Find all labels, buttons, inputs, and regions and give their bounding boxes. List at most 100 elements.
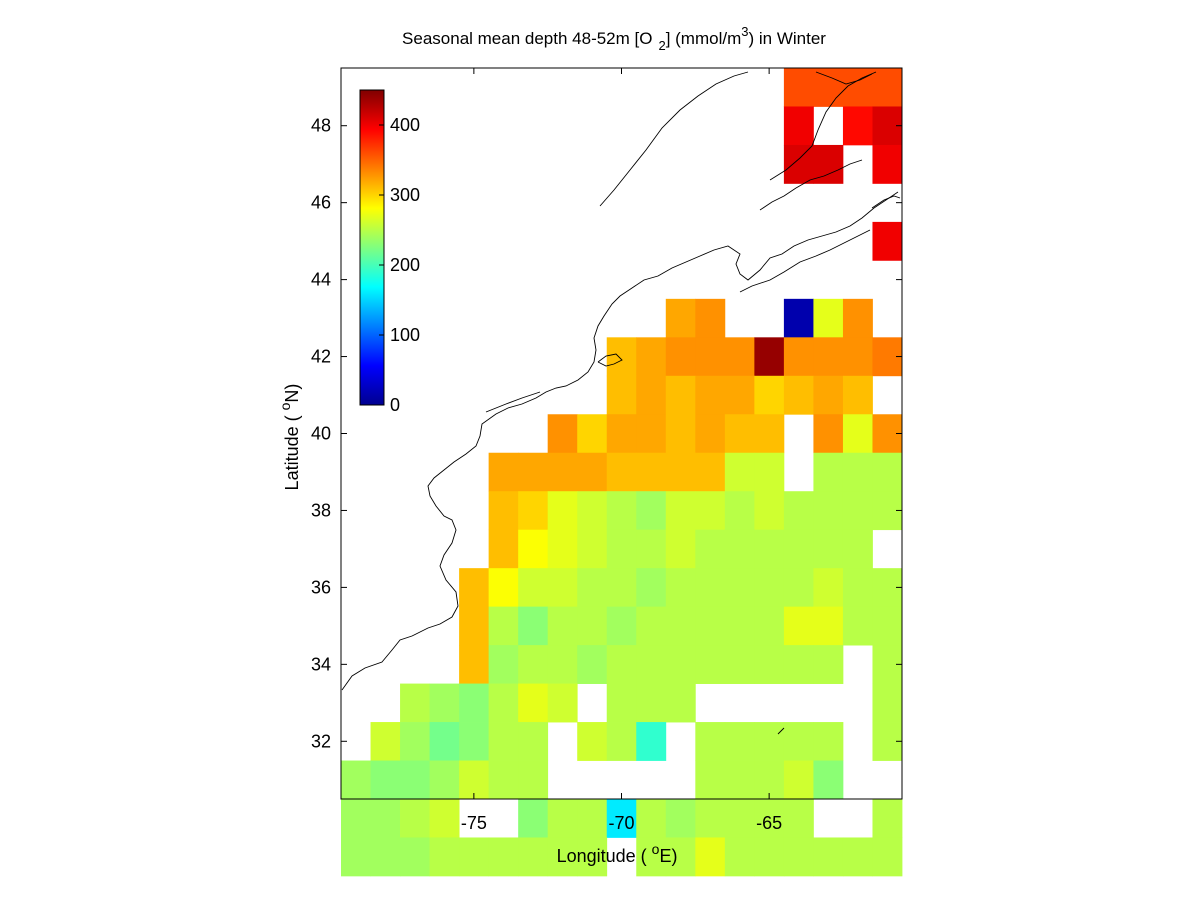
heatmap-cell: [665, 645, 696, 684]
heatmap-cell: [547, 645, 578, 684]
heatmap-cell: [754, 337, 785, 377]
heatmap-cell: [636, 722, 667, 761]
colorbar-tick-label: 200: [390, 255, 420, 275]
heatmap-cell: [754, 837, 785, 877]
y-tick-label: 48: [311, 116, 331, 136]
heatmap-cell: [606, 683, 637, 723]
heatmap-cell: [842, 837, 873, 877]
heatmap-cell: [842, 529, 873, 569]
heatmap-cell: [429, 683, 460, 723]
heatmap-cell: [665, 452, 696, 492]
heatmap-cell: [370, 722, 401, 761]
heatmap-cell: [370, 837, 401, 877]
heatmap-cell: [518, 683, 549, 723]
y-tick-label: 46: [311, 193, 331, 213]
heatmap-cell: [754, 606, 785, 646]
y-tick-label: 40: [311, 424, 331, 444]
heatmap-cell: [842, 298, 873, 338]
heatmap-cell: [783, 144, 814, 184]
heatmap-cell: [429, 837, 460, 877]
heatmap-cell: [724, 529, 755, 569]
heatmap-cell: [872, 221, 903, 261]
x-tick-label: -75: [461, 813, 487, 833]
chart-title: Seasonal mean depth 48-52m [O 2] (mmol/m3…: [402, 24, 826, 53]
heatmap-cell: [813, 375, 844, 415]
heatmap-cell: [872, 606, 903, 646]
colorbar-tick-label: 0: [390, 395, 400, 415]
x-axis-label: Longitude ( oE): [557, 841, 678, 866]
heatmap-cell: [547, 606, 578, 646]
heatmap-cell: [636, 414, 667, 454]
x-tick-label: -65: [756, 813, 782, 833]
heatmap-cell: [783, 375, 814, 415]
heatmap-cell: [636, 491, 667, 531]
heatmap-cell: [547, 683, 578, 723]
heatmap-cell: [783, 529, 814, 569]
heatmap-cell: [400, 760, 430, 800]
y-axis-label: Latitude ( oN): [277, 384, 302, 491]
heatmap-cell: [842, 452, 873, 492]
heatmap-cell: [429, 760, 460, 800]
heatmap-cell: [783, 760, 814, 800]
heatmap-cell: [459, 568, 490, 608]
heatmap-cell: [695, 298, 726, 338]
heatmap-cell: [606, 606, 637, 646]
heatmap-cell: [783, 106, 814, 146]
heatmap-cell: [724, 452, 755, 492]
colorbar-ticks: 0 100 200 300 400: [379, 115, 420, 415]
heatmap-cell: [724, 799, 755, 838]
heatmap-cell: [429, 799, 460, 838]
heatmap-cell: [636, 645, 667, 684]
x-axis: -75 -70 -65: [461, 68, 782, 833]
heatmap-cell: [813, 452, 844, 492]
heatmap-cell: [400, 722, 430, 761]
heatmap-cell: [783, 645, 814, 684]
heatmap-cell: [813, 722, 844, 761]
heatmap-cell: [783, 68, 814, 107]
heatmap-cell: [695, 760, 726, 800]
y-tick-label: 32: [311, 731, 331, 751]
heatmap-cell: [665, 606, 696, 646]
heatmap-cell: [754, 760, 785, 800]
heatmap-cell: [636, 799, 667, 838]
y-tick-label: 38: [311, 500, 331, 520]
heatmap-cell: [872, 452, 903, 492]
heatmap-cell: [636, 606, 667, 646]
heatmap-cell: [665, 337, 696, 377]
heatmap-cell: [754, 452, 785, 492]
heatmap-cell: [547, 452, 578, 492]
y-tick-label: 42: [311, 347, 331, 367]
heatmap-cell: [518, 799, 549, 838]
heatmap-cell: [695, 414, 726, 454]
heatmap-cell: [547, 529, 578, 569]
heatmap-cell: [577, 529, 608, 569]
heatmap-cell: [724, 606, 755, 646]
heatmap-cell: [665, 298, 696, 338]
heatmap-cell: [665, 568, 696, 608]
heatmap-cell: [783, 722, 814, 761]
heatmap-cell: [872, 837, 903, 877]
heatmap-cell: [341, 760, 371, 800]
heatmap-cell: [518, 529, 549, 569]
heatmap-cell: [488, 452, 519, 492]
heatmap-cell: [754, 491, 785, 531]
heatmap-cell: [459, 837, 490, 877]
heatmap-cell: [606, 375, 637, 415]
heatmap-cell: [488, 491, 519, 531]
heatmap-cell: [518, 452, 549, 492]
heatmap-cell: [724, 645, 755, 684]
heatmap-cell: [783, 298, 814, 338]
heatmap-cell: [518, 606, 549, 646]
heatmap-cell: [695, 491, 726, 531]
heatmap-cell: [488, 568, 519, 608]
heatmap-cell: [518, 760, 549, 800]
heatmap-cell: [813, 529, 844, 569]
heatmap-cell: [636, 683, 667, 723]
heatmap-cell: [695, 837, 726, 877]
heatmap-cell: [488, 760, 519, 800]
heatmap-cell: [724, 722, 755, 761]
heatmap-cell: [783, 606, 814, 646]
heatmap-cell: [577, 491, 608, 531]
heatmap-cell: [724, 337, 755, 377]
heatmap-cell: [754, 414, 785, 454]
